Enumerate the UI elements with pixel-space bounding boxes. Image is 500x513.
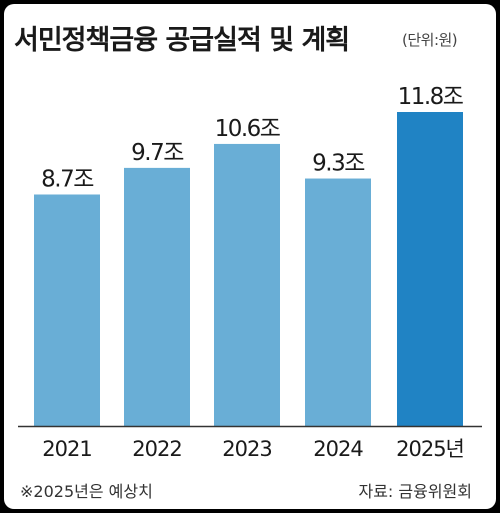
x-tick-2022: 2022 xyxy=(132,437,181,461)
data-label-2021: 8.7조 xyxy=(41,166,93,192)
bar-2021 xyxy=(34,194,100,426)
chart-card: 서민정책금융 공급실적 및 계획 (단위:원) 8.7조 2021 9.7조 2022… xyxy=(4,4,496,509)
forecast-footnote: ※2025년은 예상치 xyxy=(20,482,153,501)
bar-chart: 8.7조 2021 9.7조 2022 10.6조 2023 9.3조 2024 11.8조 20… xyxy=(18,84,482,461)
chart-title: 서민정책금융 공급실적 및 계획 xyxy=(14,25,350,56)
x-tick-2023: 2023 xyxy=(222,437,271,461)
data-label-2022: 9.7조 xyxy=(131,140,183,166)
source-note: 자료: 금융위원회 xyxy=(358,482,472,501)
bar-2023 xyxy=(214,143,280,427)
bar-2022 xyxy=(124,167,190,427)
x-tick-2024: 2024 xyxy=(313,437,363,461)
data-label-2025년: 11.8조 xyxy=(398,84,463,110)
data-label-2023: 10.6조 xyxy=(215,116,280,142)
x-tick-2021: 2021 xyxy=(42,437,91,461)
bar-2024 xyxy=(305,178,371,426)
x-tick-2025년: 2025년 xyxy=(396,437,464,461)
unit-label: (단위:원) xyxy=(402,31,458,49)
bar-2025년 xyxy=(397,112,463,426)
data-label-2024: 9.3조 xyxy=(312,151,364,177)
